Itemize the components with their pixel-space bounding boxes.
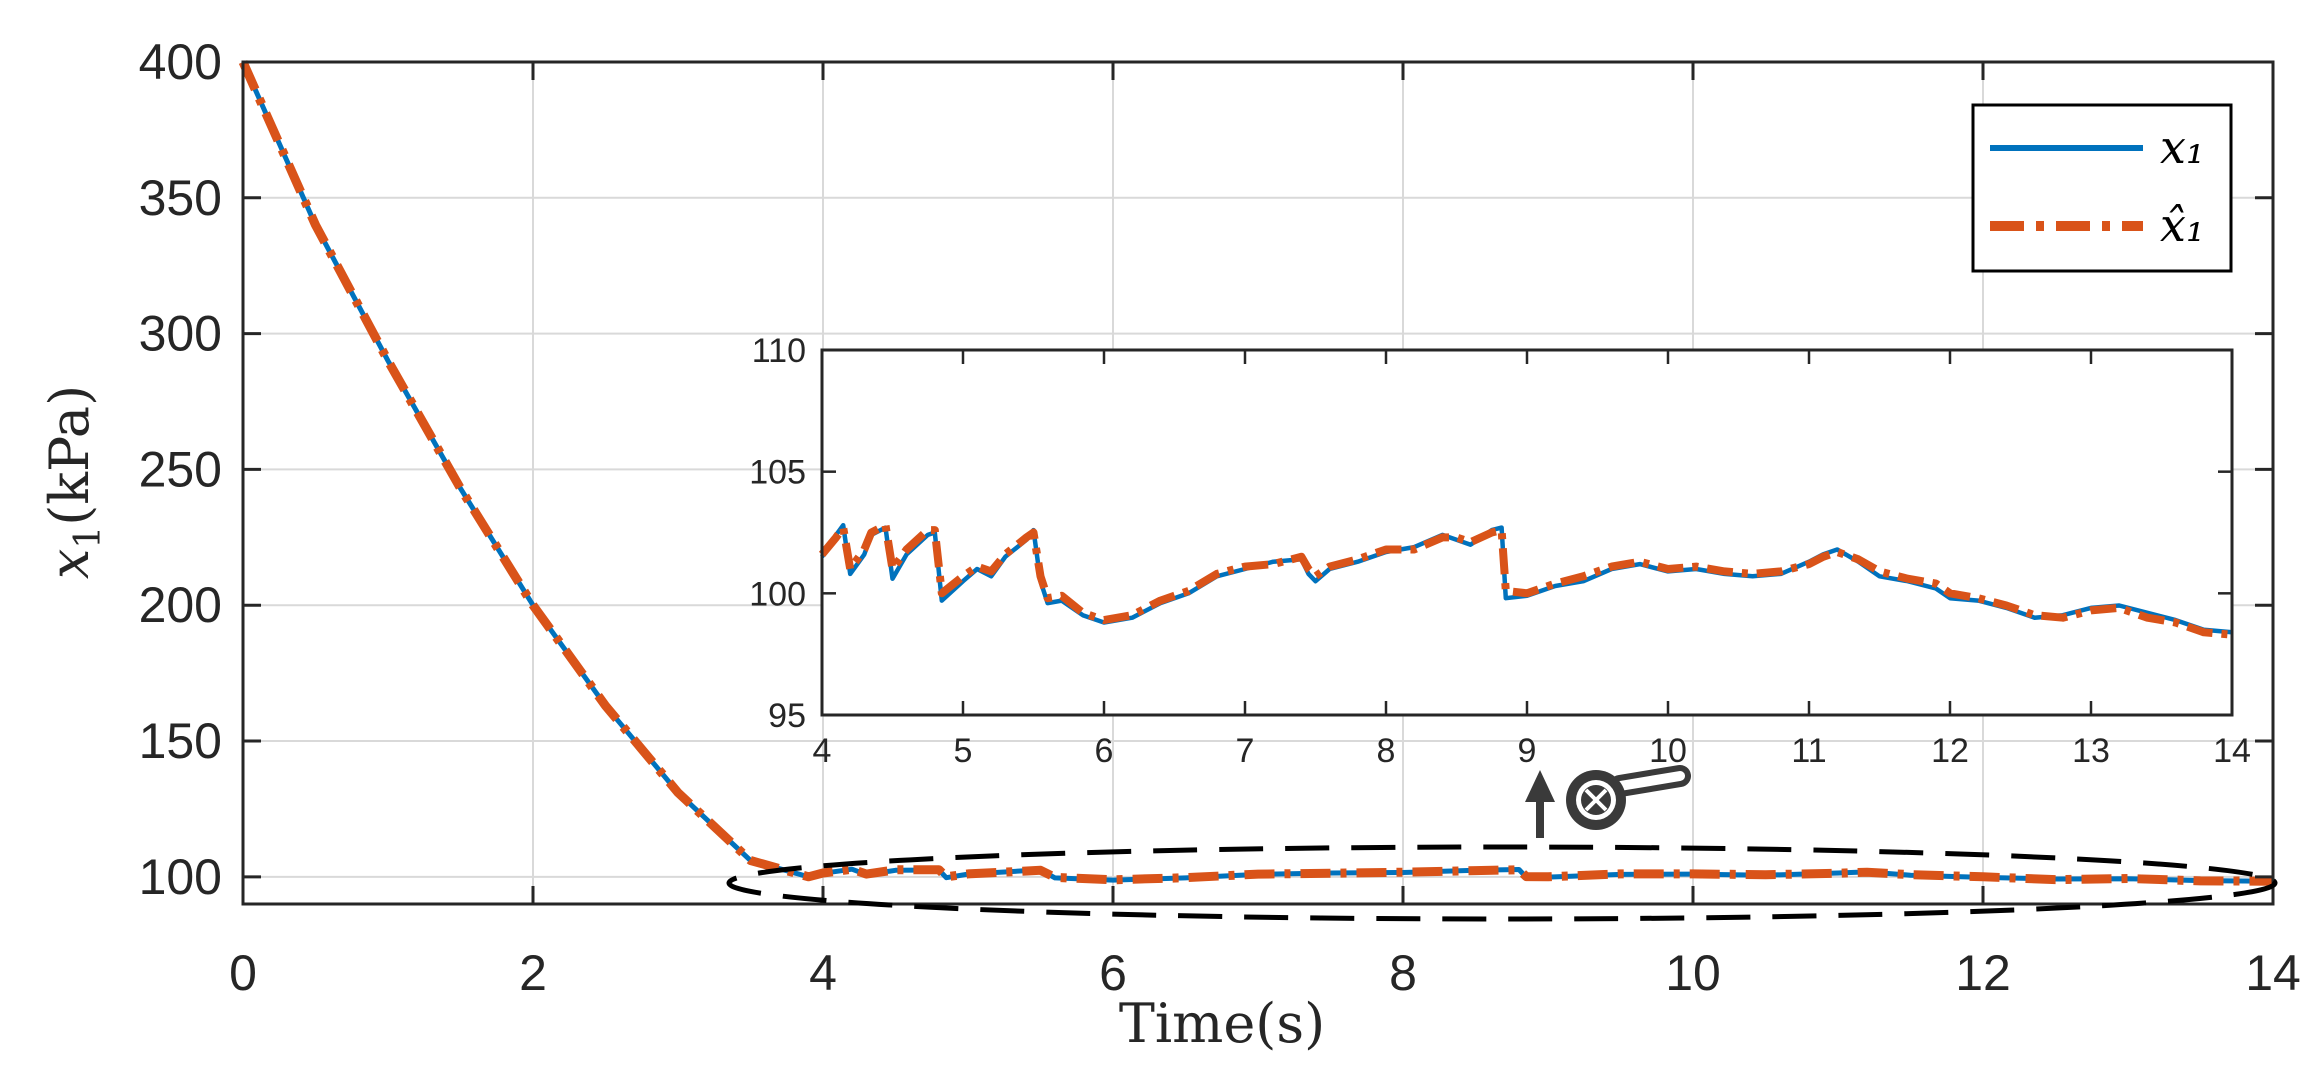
main-y-tick-label: 100: [139, 849, 222, 905]
legend-label-x1: x₁: [2160, 120, 2204, 174]
inset-x-tick-label: 4: [813, 732, 832, 770]
inset-ticks: [820, 348, 2234, 717]
inset-x-tick-label: 13: [2072, 732, 2110, 770]
inset-x-tick-label: 9: [1518, 732, 1537, 770]
inset-x-tick-label: 6: [1095, 732, 1114, 770]
main-x-tick-label: 12: [1955, 945, 2011, 1001]
main-y-tick-label: 300: [139, 306, 222, 362]
magnifier-zoom-icon: [1566, 765, 1691, 830]
main-x-tick-label: 14: [2245, 945, 2301, 1001]
inset-series-layer: [818, 521, 2233, 639]
main-x-tick-label: 6: [1099, 945, 1127, 1001]
x-axis-label: Time(s): [1119, 992, 1325, 1055]
inset-y-tick-label: 100: [749, 575, 806, 613]
y-axis-label: x1(kPa): [38, 385, 109, 579]
main-ticks: [241, 60, 2275, 904]
main-axes-box: [241, 60, 2275, 906]
main-series-layer: [238, 60, 2274, 886]
main-y-tick-label: 150: [139, 713, 222, 769]
up-arrow-icon: [1525, 770, 1555, 838]
legend: x₁ x̂₁: [1971, 103, 2233, 273]
zoom-region-ellipse: [726, 844, 2278, 922]
inset-x-tick-labels: 4 5 6 7 8 9 10 11 12 13 14: [813, 732, 2251, 770]
y-axis-label-group: x1(kPa): [38, 385, 109, 579]
inset-x-tick-label: 7: [1236, 732, 1255, 770]
inset-x-tick-label: 5: [954, 732, 973, 770]
inset-x-tick-label: 10: [1649, 732, 1687, 770]
inset-x-tick-label: 14: [2213, 732, 2251, 770]
main-y-tick-labels: 100 150 200 250 300 350 400: [139, 34, 222, 905]
inset-y-tick-label: 105: [749, 454, 806, 492]
inset-x-tick-label: 12: [1931, 732, 1969, 770]
inset-axes: 4 5 6 7 8 9 10 11 12 13 14 95 100 105 110: [749, 332, 2251, 770]
main-x-tick-label: 0: [229, 945, 257, 1001]
main-y-tick-label: 200: [139, 577, 222, 633]
main-x-tick-label: 2: [519, 945, 547, 1001]
inset-series-x1-hat-line: [818, 521, 2233, 639]
main-series-x1-hat-line: [238, 60, 2274, 886]
inset-x-tick-label: 8: [1377, 732, 1396, 770]
main-x-tick-labels: 0 2 4 6 8 10 12 14: [229, 945, 2301, 1001]
main-y-tick-label: 400: [139, 34, 222, 90]
inset-plot-area: [822, 350, 2232, 715]
main-x-tick-label: 4: [809, 945, 837, 1001]
main-y-tick-label: 250: [139, 441, 222, 497]
legend-box: [1971, 103, 2233, 273]
inset-y-tick-label: 95: [768, 697, 806, 735]
main-x-tick-label: 8: [1389, 945, 1417, 1001]
main-x-tick-label: 10: [1665, 945, 1721, 1001]
inset-y-tick-label: 110: [752, 332, 806, 370]
legend-label-x1-hat: x̂₁: [2160, 198, 2204, 252]
inset-x-tick-label: 11: [1791, 732, 1826, 770]
inset-y-tick-labels: 95 100 105 110: [749, 332, 806, 735]
main-y-tick-label: 350: [139, 170, 222, 226]
